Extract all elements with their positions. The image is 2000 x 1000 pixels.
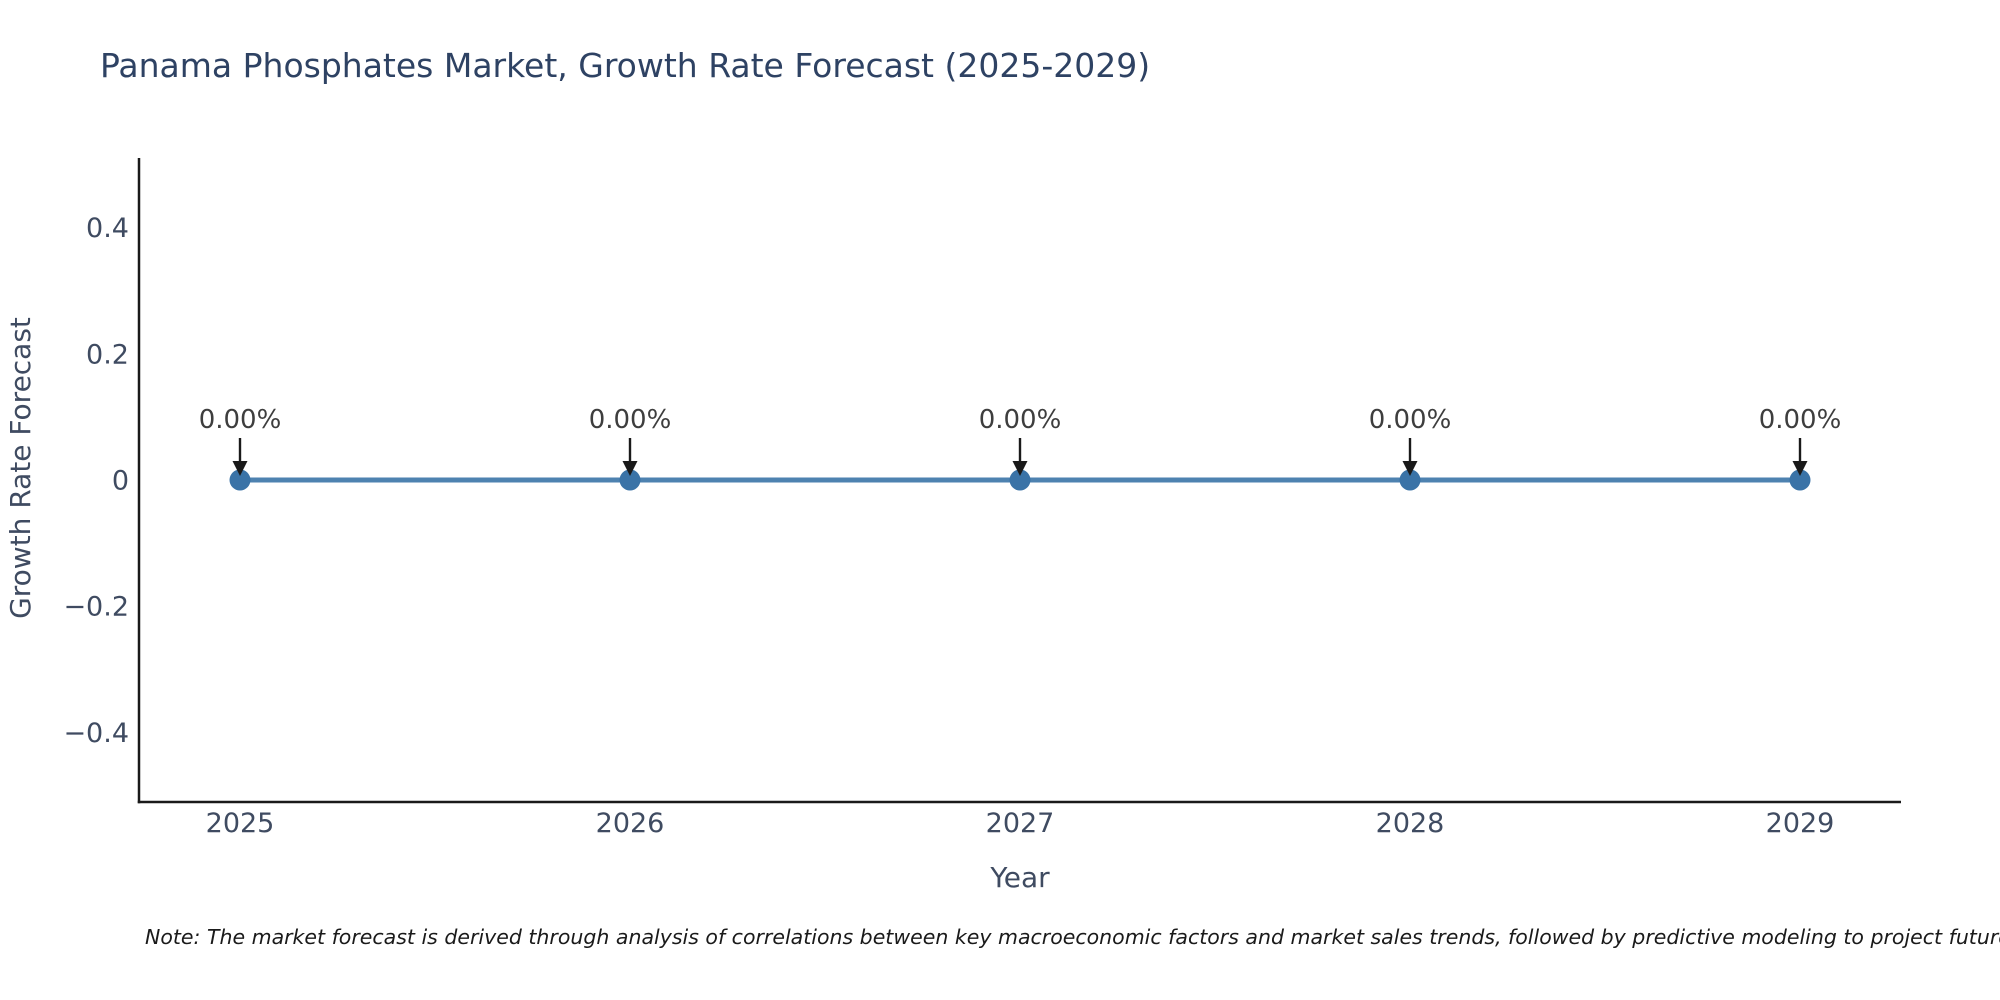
annotation-arrow-head (232, 461, 248, 476)
x-axis-title: Year (989, 861, 1050, 894)
x-tick-label: 2027 (986, 808, 1055, 839)
y-tick-label: −0.4 (63, 718, 129, 749)
data-point-markers (229, 469, 1811, 491)
annotation-arrow-head (1402, 461, 1418, 476)
x-tick-label: 2026 (596, 808, 665, 839)
x-tick-labels: 2025 2026 2027 2028 2029 (206, 808, 1835, 839)
point-value-label: 0.00% (589, 405, 672, 435)
data-point (229, 469, 251, 491)
footnote: Note: The market forecast is derived thr… (145, 925, 2000, 949)
data-point (1399, 469, 1421, 491)
data-point (619, 469, 641, 491)
x-tick-label: 2028 (1376, 808, 1445, 839)
x-tick-label: 2025 (206, 808, 275, 839)
data-point (1789, 469, 1811, 491)
y-tick-label: −0.2 (63, 592, 129, 623)
data-point (1009, 469, 1031, 491)
annotation-arrow-head (1012, 461, 1028, 476)
y-tick-labels: 0.4 0.2 0 −0.2 −0.4 (63, 213, 129, 749)
annotation-arrow-head (622, 461, 638, 476)
y-tick-label: 0 (112, 466, 129, 497)
point-value-label: 0.00% (979, 405, 1062, 435)
y-tick-label: 0.4 (86, 213, 129, 244)
point-value-label: 0.00% (1369, 405, 1452, 435)
chart-title: Panama Phosphates Market, Growth Rate Fo… (100, 46, 1150, 85)
y-axis-title: Growth Rate Forecast (4, 317, 37, 619)
y-tick-label: 0.2 (86, 339, 129, 370)
point-annotations: 0.00% 0.00% 0.00% 0.00% 0.00% (199, 405, 1842, 476)
point-value-label: 0.00% (199, 405, 282, 435)
point-value-label: 0.00% (1759, 405, 1842, 435)
x-tick-label: 2029 (1766, 808, 1835, 839)
annotation-arrow-head (1792, 461, 1808, 476)
